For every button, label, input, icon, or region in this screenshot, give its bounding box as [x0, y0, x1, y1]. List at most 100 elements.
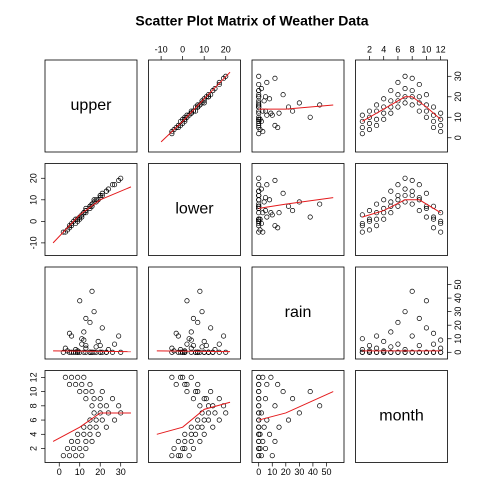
point — [93, 417, 99, 423]
point — [366, 216, 373, 222]
x-tick-label: 12 — [436, 44, 446, 54]
point — [423, 108, 429, 114]
point — [216, 417, 222, 423]
point — [423, 92, 429, 98]
point — [83, 445, 89, 452]
panel-frame — [355, 370, 448, 463]
point — [87, 431, 93, 437]
point — [89, 288, 95, 294]
point — [180, 374, 186, 380]
point — [409, 192, 415, 199]
point — [216, 349, 222, 355]
point — [175, 438, 181, 444]
point — [409, 88, 415, 94]
point — [210, 403, 216, 409]
point — [272, 177, 278, 183]
y-tick-label: 50 — [453, 280, 463, 290]
point — [195, 424, 201, 430]
point — [430, 330, 437, 336]
point — [95, 338, 101, 345]
y-tick-label: 0 — [28, 219, 38, 224]
point — [77, 389, 83, 395]
point — [188, 431, 194, 437]
point — [388, 188, 394, 194]
point — [75, 374, 81, 380]
point — [268, 210, 274, 216]
point — [190, 315, 196, 321]
point — [275, 381, 281, 388]
point — [290, 396, 296, 402]
point — [430, 225, 437, 231]
panel-frame — [148, 370, 241, 463]
diagonal-label: rain — [285, 304, 312, 321]
point — [89, 389, 95, 395]
point — [260, 129, 266, 135]
point — [359, 347, 365, 353]
point — [184, 381, 190, 388]
point — [184, 389, 190, 395]
point — [264, 381, 270, 388]
panel-frame — [44, 266, 138, 360]
point — [374, 102, 380, 108]
point — [91, 197, 97, 203]
point — [97, 349, 103, 355]
point — [416, 108, 422, 114]
x-tick-label: 30 — [294, 467, 304, 477]
point — [205, 417, 212, 423]
point — [89, 203, 95, 209]
point — [208, 325, 214, 331]
y-tick-label: -10 — [28, 236, 38, 249]
point — [99, 417, 105, 423]
panel-frame — [44, 370, 138, 463]
point — [256, 431, 262, 437]
point — [272, 438, 278, 444]
point — [296, 100, 302, 106]
point — [438, 220, 444, 227]
point — [256, 81, 262, 88]
point — [438, 110, 444, 116]
point — [109, 182, 116, 188]
point — [87, 349, 93, 355]
point — [256, 131, 262, 137]
x-tick-label: 10 — [267, 467, 277, 477]
point — [409, 177, 415, 183]
point — [188, 337, 194, 343]
point — [430, 118, 437, 124]
point — [402, 349, 408, 355]
point — [409, 75, 415, 81]
point — [395, 104, 401, 110]
point — [416, 81, 422, 88]
point — [416, 349, 422, 355]
point — [269, 453, 275, 459]
point — [256, 403, 262, 409]
point — [77, 445, 83, 452]
point — [402, 86, 408, 92]
y-tick-label: 10 — [453, 112, 463, 122]
point — [66, 381, 73, 388]
point — [182, 431, 188, 437]
point — [256, 175, 262, 181]
point — [395, 182, 401, 188]
point — [395, 98, 401, 104]
point — [223, 410, 229, 416]
point — [280, 389, 286, 395]
point — [89, 438, 95, 444]
point — [409, 288, 415, 294]
point — [430, 104, 437, 110]
point — [216, 341, 222, 347]
point — [366, 120, 373, 126]
point — [87, 424, 93, 430]
point — [290, 108, 296, 114]
point — [197, 403, 203, 409]
point — [366, 108, 373, 114]
point — [175, 453, 181, 459]
point — [199, 424, 205, 430]
point — [381, 116, 387, 122]
point — [409, 102, 415, 108]
point — [99, 389, 105, 395]
point — [366, 218, 373, 224]
point — [272, 403, 278, 409]
point — [388, 329, 394, 335]
panel-frame — [355, 59, 448, 153]
point — [280, 92, 286, 98]
